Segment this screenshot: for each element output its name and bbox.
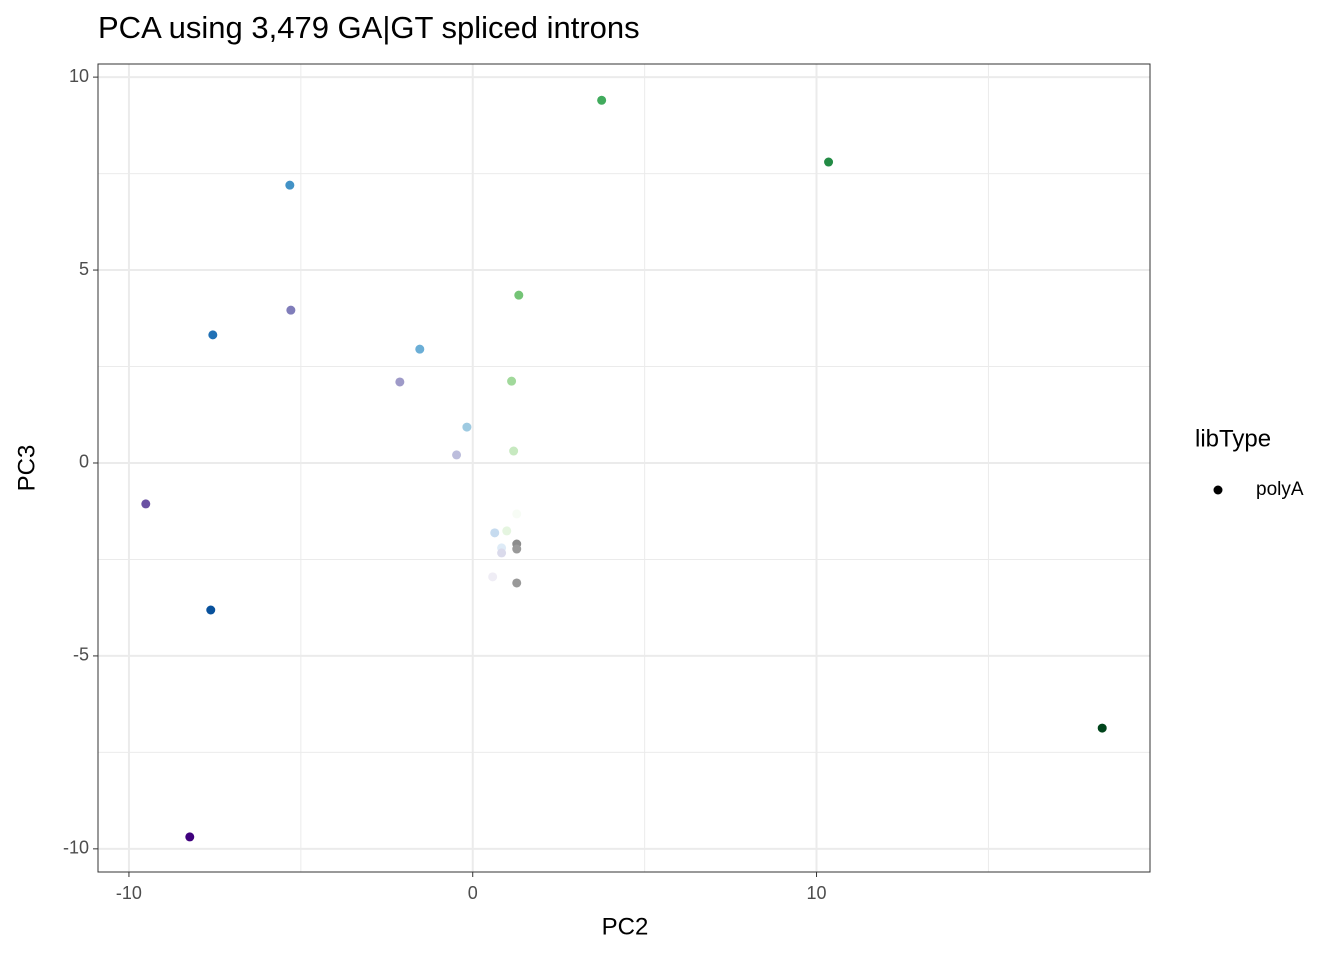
legend-marker xyxy=(1213,485,1223,495)
point xyxy=(415,344,425,354)
y-tick-label: 5 xyxy=(79,259,89,279)
point xyxy=(206,605,216,615)
point xyxy=(502,526,512,536)
point xyxy=(514,290,524,300)
point xyxy=(824,157,834,167)
y-tick-label: 0 xyxy=(79,452,89,472)
point xyxy=(512,509,522,519)
point xyxy=(490,528,500,538)
point xyxy=(285,180,295,190)
point xyxy=(512,544,522,554)
x-tick-label: 10 xyxy=(807,883,827,903)
y-axis-label: PC3 xyxy=(13,445,40,492)
legend-title: libType xyxy=(1195,425,1271,452)
y-tick-label: -5 xyxy=(73,645,89,665)
point xyxy=(141,499,151,509)
point xyxy=(208,330,218,340)
point xyxy=(185,832,195,842)
y-tick-label: -10 xyxy=(63,838,89,858)
point xyxy=(1097,723,1107,733)
point xyxy=(452,450,462,460)
point xyxy=(462,422,472,432)
point xyxy=(597,95,607,105)
point xyxy=(286,305,296,315)
point xyxy=(488,572,498,582)
point xyxy=(512,578,522,588)
point xyxy=(509,446,519,456)
chart-title: PCA using 3,479 GA|GT spliced introns xyxy=(98,10,640,45)
x-tick-label: -10 xyxy=(116,883,142,903)
point xyxy=(507,376,517,386)
panel-border xyxy=(97,63,1151,873)
legend-label: polyA xyxy=(1256,479,1304,500)
point xyxy=(395,377,405,387)
point xyxy=(497,548,507,558)
x-tick-label: 0 xyxy=(468,883,478,903)
y-tick-label: 10 xyxy=(69,66,89,86)
x-axis-label: PC2 xyxy=(602,913,649,940)
